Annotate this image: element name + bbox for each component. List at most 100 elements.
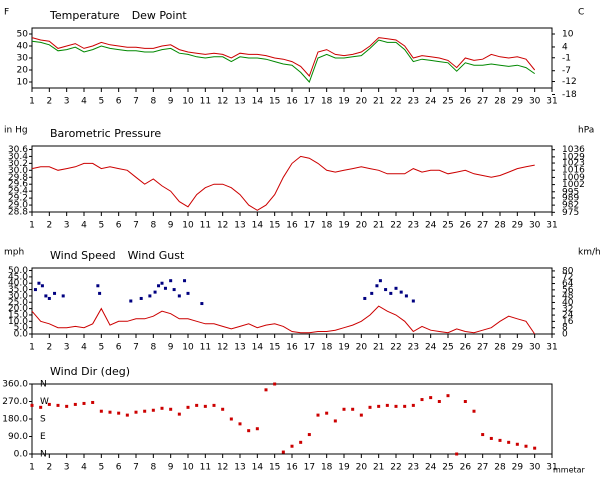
y-unit: F (4, 8, 9, 18)
data-point (47, 296, 51, 300)
x-tick-label: 13 (234, 343, 245, 353)
data-point (200, 302, 204, 306)
x-tick-label: 5 (98, 221, 104, 231)
x-tick-label: 12 (217, 221, 228, 231)
x-tick-label: 24 (425, 343, 437, 353)
x-tick-label: 9 (168, 463, 174, 473)
x-tick-label: 17 (304, 463, 315, 473)
y-tick-label: 25.0 (8, 298, 28, 308)
data-point (399, 290, 403, 294)
x-tick-label: 6 (116, 221, 122, 231)
x-tick-label: 8 (150, 463, 156, 473)
data-point (125, 413, 129, 417)
y-tick-label: 15.0 (8, 310, 28, 320)
data-point (169, 407, 173, 411)
data-point (333, 419, 337, 423)
y2-tick-label: 72 (562, 273, 573, 283)
y2-tick-label: 1002 (562, 180, 585, 190)
x-tick-label: 28 (494, 221, 506, 231)
y2-tick-label: 0 (562, 330, 568, 340)
data-point (264, 388, 268, 392)
data-point (186, 291, 190, 295)
x-tick-label: 3 (64, 221, 70, 231)
data-point (39, 405, 43, 409)
data-point (404, 294, 408, 298)
x-tick-label: 25 (442, 97, 453, 107)
y2-tick-label: -1 (562, 53, 571, 63)
y2-tick-label: -7 (562, 66, 571, 76)
compass-label: S (40, 415, 46, 425)
x-tick-label: 20 (356, 221, 368, 231)
y-tick-label: 20.0 (8, 304, 28, 314)
x-tick-label: 20 (356, 97, 368, 107)
data-point (47, 402, 51, 406)
data-point (403, 404, 407, 408)
x-tick-label: 31 (546, 343, 557, 353)
y-tick-label: 30.4 (8, 152, 28, 162)
data-point (290, 444, 294, 448)
x-tick-label: 21 (373, 343, 384, 353)
y2-tick-label: -18 (562, 90, 577, 100)
x-tick-label: 15 (269, 343, 280, 353)
data-point (472, 409, 476, 413)
data-point (255, 427, 259, 431)
y2-tick-label: 1009 (562, 173, 585, 183)
y-tick-label: 29.6 (8, 180, 28, 190)
data-line (31, 155, 535, 211)
data-point (157, 284, 161, 288)
y-tick-label: 45.0 (8, 272, 28, 282)
x-tick-label: 19 (338, 463, 350, 473)
data-point (82, 401, 86, 405)
data-point (384, 288, 388, 292)
x-tick-label: 15 (269, 463, 280, 473)
x-tick-label: 14 (252, 97, 264, 107)
x-tick-label: 3 (64, 97, 70, 107)
y2-tick-label: 989 (562, 193, 579, 203)
data-point (351, 407, 355, 411)
data-point (463, 400, 467, 403)
x-tick-label: 30 (529, 97, 541, 107)
x-tick-label: 16 (286, 221, 298, 231)
x-tick-label: 7 (133, 343, 139, 353)
x-tick-label: 10 (182, 463, 194, 473)
x-tick-label: 5 (98, 97, 104, 107)
data-point (160, 406, 164, 410)
data-point (98, 291, 102, 295)
x-tick-label: 21 (373, 97, 384, 107)
x-tick-label: 25 (442, 463, 453, 473)
data-point (389, 291, 393, 295)
data-point (117, 411, 121, 415)
y-tick-label: 5.0 (14, 323, 29, 333)
data-point (108, 410, 112, 414)
x-tick-label: 27 (477, 221, 488, 231)
data-point (446, 394, 450, 398)
data-point (96, 284, 100, 288)
data-point (134, 410, 138, 414)
y2-tick-label: 48 (562, 292, 574, 302)
x-tick-label: 14 (252, 221, 264, 231)
x-tick-label: 18 (321, 463, 333, 473)
data-point (273, 382, 277, 386)
x-tick-label: 6 (116, 97, 122, 107)
x-tick-label: 11 (200, 343, 211, 353)
y-tick-label: 28.8 (8, 208, 28, 218)
x-tick-label: 13 (234, 97, 245, 107)
x-tick-label: 19 (338, 343, 350, 353)
x-tick-label: 14 (252, 343, 264, 353)
x-tick-label: 22 (390, 343, 401, 353)
x-tick-label: 29 (512, 221, 524, 231)
data-point (148, 294, 152, 298)
x-tick-label: 12 (217, 97, 228, 107)
y2-tick-label: 1023 (562, 159, 585, 169)
data-point (37, 281, 41, 285)
y-tick-label: 10.0 (8, 317, 28, 327)
y-tick-label: 180.0 (2, 415, 28, 425)
x-tick-label: 1 (29, 97, 35, 107)
y-tick-label: 29.2 (8, 194, 28, 204)
data-point (40, 284, 44, 288)
data-line (31, 39, 535, 83)
x-tick-label: 11 (200, 97, 211, 107)
data-point (91, 400, 95, 404)
credit: mmetar (553, 466, 586, 475)
data-point (177, 412, 181, 416)
